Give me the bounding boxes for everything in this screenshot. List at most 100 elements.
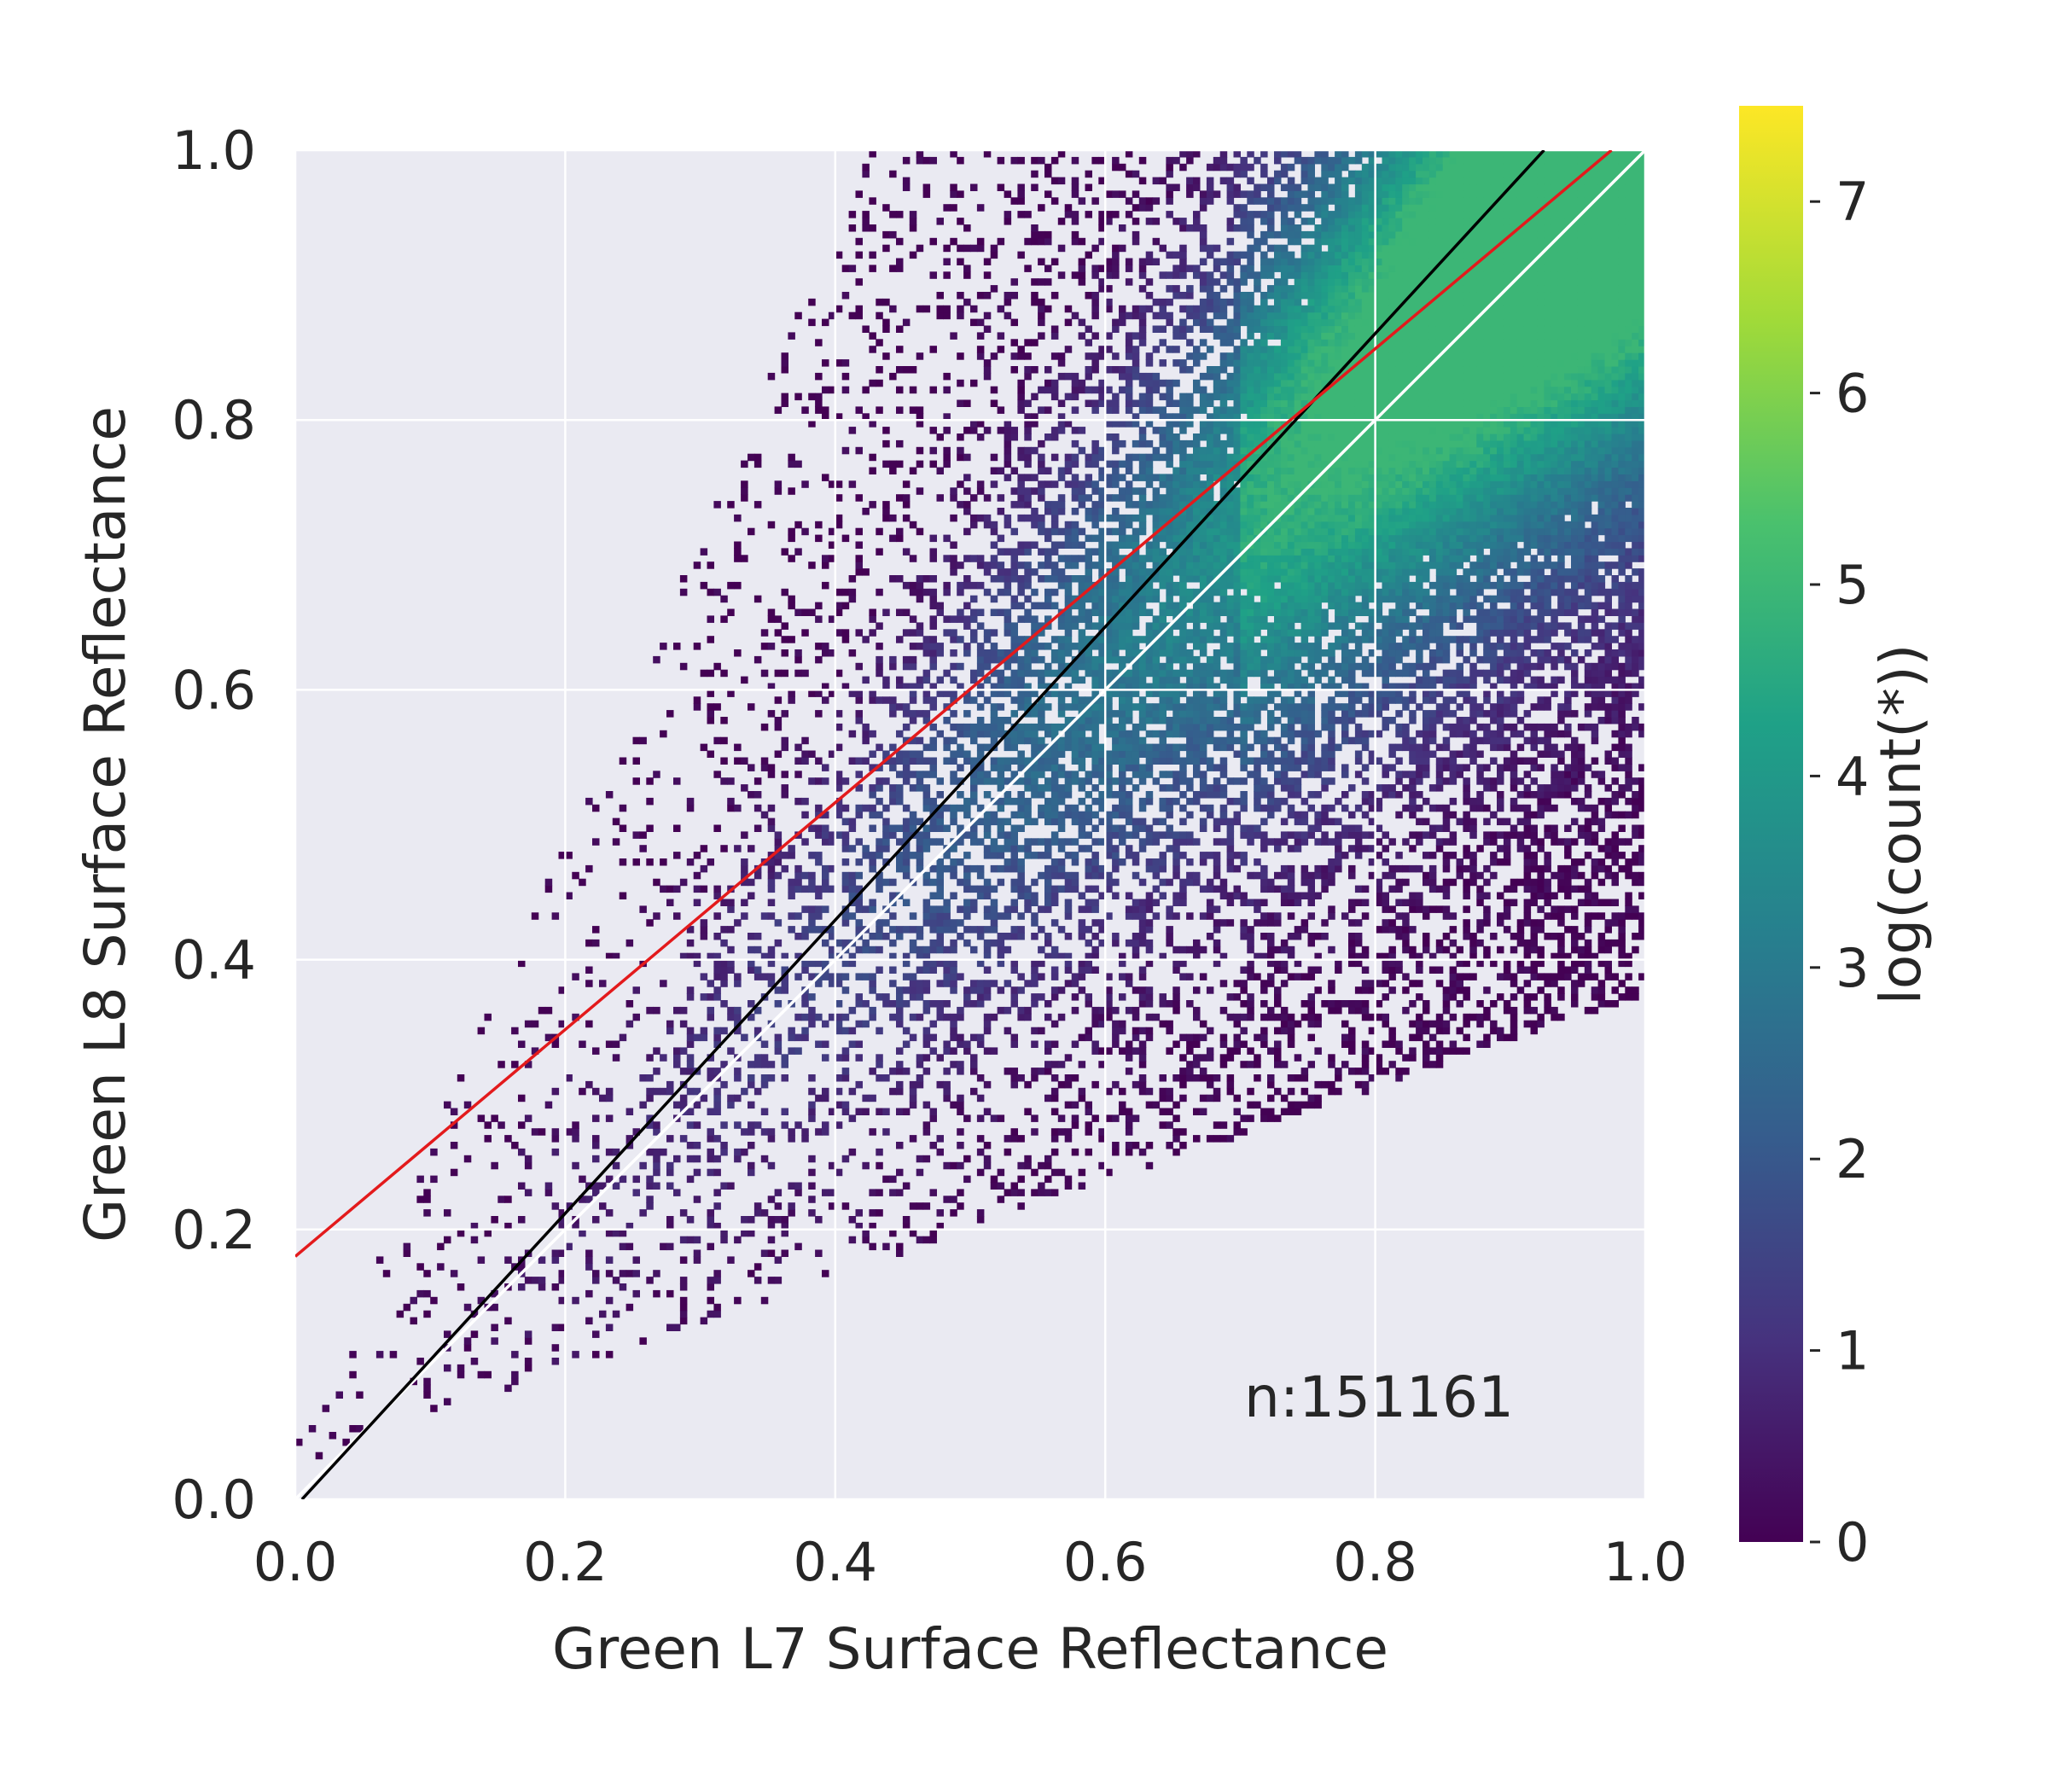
density-cell xyxy=(855,237,863,246)
density-cell xyxy=(957,311,964,320)
density-cell xyxy=(1091,453,1099,462)
density-cell xyxy=(1166,933,1173,940)
density-cell xyxy=(625,1000,634,1008)
density-cell xyxy=(794,1121,802,1129)
density-cell xyxy=(1125,575,1133,583)
density-cell xyxy=(855,771,863,778)
density-cell xyxy=(444,1101,451,1109)
density-cell xyxy=(983,945,992,954)
density-cell xyxy=(1240,393,1248,401)
density-cell xyxy=(929,838,937,846)
density-cell xyxy=(997,723,1005,731)
density-cell xyxy=(929,919,937,927)
density-cell xyxy=(1017,487,1025,495)
density-cell xyxy=(734,980,742,987)
density-cell xyxy=(1240,676,1248,684)
density-cell xyxy=(734,845,742,852)
density-cell xyxy=(835,669,843,678)
density-cell xyxy=(1172,655,1180,664)
density-cell xyxy=(1240,804,1248,812)
density-cell xyxy=(841,804,850,812)
density-cell xyxy=(760,1296,769,1305)
density-cell xyxy=(1206,318,1214,327)
density-cell xyxy=(741,480,748,488)
density-cell xyxy=(1226,265,1235,272)
density-cell xyxy=(801,797,809,806)
density-cell xyxy=(997,568,1005,576)
density-cell xyxy=(1031,784,1039,792)
density-cell xyxy=(1044,845,1052,852)
density-cell xyxy=(855,973,863,980)
density-cell xyxy=(686,1068,695,1075)
density-cell xyxy=(1125,460,1133,468)
density-cell xyxy=(822,1270,829,1277)
density-cell xyxy=(646,1114,654,1122)
density-cell xyxy=(1186,325,1194,333)
density-cell xyxy=(1132,757,1140,765)
density-cell xyxy=(720,926,728,934)
density-cell xyxy=(1098,548,1106,556)
density-cell xyxy=(1050,791,1059,799)
density-cell xyxy=(1166,743,1173,752)
density-cell xyxy=(1213,541,1221,549)
density-cell xyxy=(1038,791,1045,799)
density-cell xyxy=(1112,271,1120,279)
density-cell xyxy=(1199,298,1207,306)
density-cell xyxy=(882,318,890,327)
density-cell xyxy=(1240,386,1248,394)
density-cell xyxy=(1112,433,1120,441)
density-cell xyxy=(943,244,951,253)
density-cell xyxy=(1193,676,1201,684)
density-cell xyxy=(1091,534,1099,543)
density-cell xyxy=(713,993,721,1001)
density-cell xyxy=(1145,218,1154,225)
density-cell xyxy=(1050,864,1059,873)
density-cell xyxy=(882,777,890,785)
density-cell xyxy=(929,636,937,643)
density-cell xyxy=(653,1047,660,1055)
density-cell xyxy=(1179,332,1187,340)
density-cell xyxy=(1071,838,1079,846)
density-cell xyxy=(1172,251,1180,259)
density-cell xyxy=(1091,305,1099,313)
density-cell xyxy=(815,602,823,610)
density-cell xyxy=(1213,332,1221,340)
density-cell xyxy=(1010,824,1018,832)
density-cell xyxy=(1166,575,1173,583)
density-cell xyxy=(1172,643,1180,650)
density-cell xyxy=(1199,446,1207,455)
density-cell xyxy=(990,608,998,616)
density-cell xyxy=(862,211,870,218)
density-cell xyxy=(1199,487,1207,495)
density-cell xyxy=(1031,655,1039,664)
density-cell xyxy=(788,527,795,536)
density-cell xyxy=(841,959,850,968)
density-cell xyxy=(437,1242,445,1251)
density-cell xyxy=(801,1000,809,1008)
density-cell xyxy=(1138,1087,1147,1096)
density-cell xyxy=(1010,905,1018,913)
density-cell xyxy=(1166,602,1173,610)
density-cell xyxy=(1132,346,1140,353)
density-cell xyxy=(1226,710,1235,718)
density-cell xyxy=(1105,973,1113,980)
density-cell xyxy=(1085,662,1092,671)
density-cell xyxy=(922,899,931,906)
density-cell xyxy=(1159,804,1167,812)
density-cell xyxy=(1132,311,1140,320)
density-cell xyxy=(1159,817,1167,826)
density-cell xyxy=(1193,514,1201,522)
density-cell xyxy=(794,885,802,893)
density-cell xyxy=(1057,885,1066,893)
density-cell xyxy=(1119,372,1126,381)
density-cell xyxy=(585,966,593,974)
density-cell xyxy=(416,1196,424,1203)
density-cell xyxy=(1233,649,1241,657)
density-cell xyxy=(957,399,964,407)
density-cell xyxy=(767,1236,776,1244)
density-cell xyxy=(1125,561,1133,569)
density-cell xyxy=(943,757,951,765)
density-cell xyxy=(876,764,883,771)
density-cell xyxy=(1172,838,1180,846)
density-cell xyxy=(1050,1074,1059,1082)
